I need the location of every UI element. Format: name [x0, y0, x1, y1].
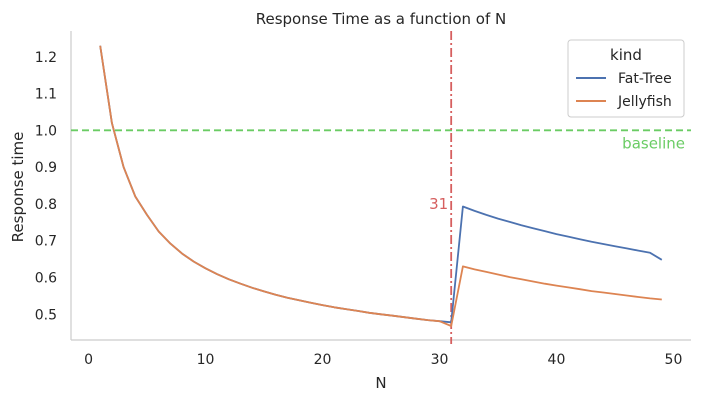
- y-tick-label: 1.2: [35, 50, 57, 66]
- x-tick-label: 20: [314, 352, 332, 368]
- chart-title: Response Time as a function of N: [256, 10, 507, 28]
- plot-area: 0 10 20 30 40 50 0.5 0.6 0.7 0.8 0.9 1.0 1.1 1.2 basel…: [35, 31, 691, 368]
- y-tick-label: 0.9: [35, 160, 57, 176]
- y-tick-label: 1.1: [35, 87, 57, 103]
- legend-label-fat-tree: Fat-Tree: [618, 71, 672, 87]
- legend-box: [567, 39, 685, 118]
- x-tick-label: 40: [548, 352, 566, 368]
- legend: kind Fat-Tree Jellyfish: [567, 39, 685, 118]
- legend-title: kind: [610, 46, 642, 64]
- baseline-label: baseline: [622, 134, 685, 152]
- y-tick-label: 0.8: [35, 197, 57, 213]
- series-line-jellyfish: [99, 45, 662, 327]
- y-tick-label: 1.0: [35, 123, 57, 139]
- x-tick-label: 0: [84, 352, 93, 368]
- y-tick-label: 0.5: [35, 307, 57, 323]
- threshold-label: 31: [429, 195, 448, 213]
- y-tick-label: 0.7: [35, 234, 57, 250]
- y-axis-label: Response time: [9, 132, 27, 243]
- x-tick-label: 30: [431, 352, 449, 368]
- x-tick-label: 50: [665, 352, 683, 368]
- x-tick-label: 10: [197, 352, 215, 368]
- x-axis-label: N: [375, 374, 386, 392]
- legend-label-jellyfish: Jellyfish: [617, 94, 672, 110]
- y-tick-label: 0.6: [35, 270, 57, 286]
